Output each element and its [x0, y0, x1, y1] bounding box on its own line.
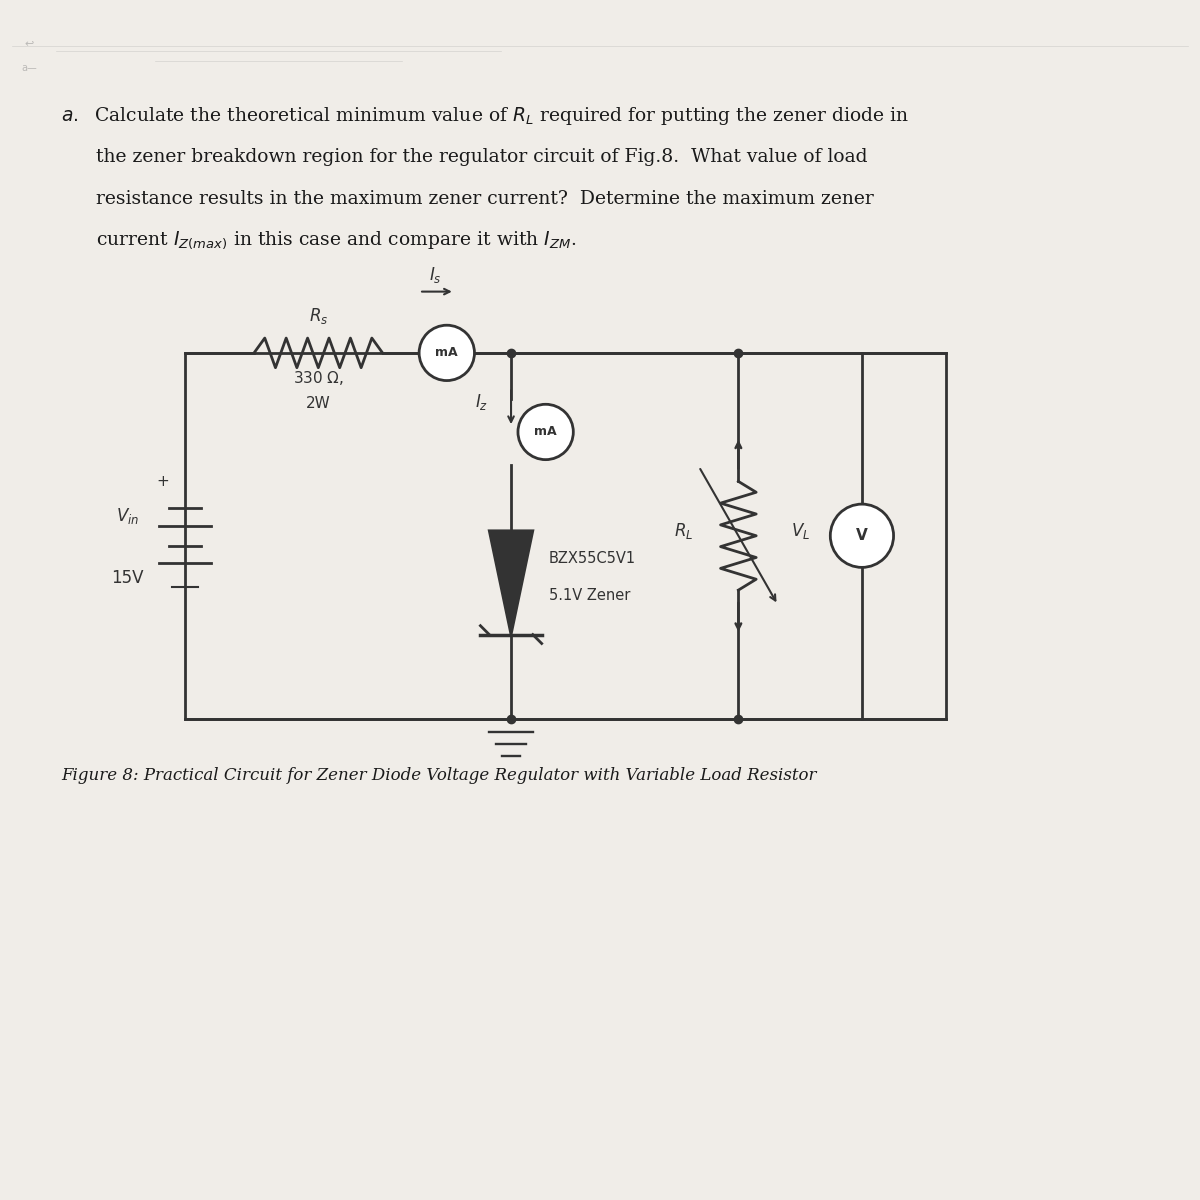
Text: mA: mA: [436, 347, 458, 359]
Text: $R_L$: $R_L$: [674, 521, 694, 541]
Text: +: +: [157, 474, 169, 488]
Text: $I_z$: $I_z$: [475, 392, 488, 413]
Text: $R_s$: $R_s$: [308, 306, 328, 326]
Circle shape: [419, 325, 474, 380]
Text: 2W: 2W: [306, 396, 331, 412]
Text: $V_L$: $V_L$: [791, 521, 810, 541]
Text: resistance results in the maximum zener current?  Determine the maximum zener: resistance results in the maximum zener …: [96, 190, 874, 208]
Text: 330 $\Omega$,: 330 $\Omega$,: [293, 368, 343, 386]
Text: Figure 8: Practical Circuit for Zener Diode Voltage Regulator with Variable Load: Figure 8: Practical Circuit for Zener Di…: [61, 767, 817, 784]
Text: $V_{in}$: $V_{in}$: [116, 506, 139, 526]
Text: $\mathit{a.}$  Calculate the theoretical minimum value of $R_L$ required for put: $\mathit{a.}$ Calculate the theoretical …: [61, 104, 910, 127]
Circle shape: [830, 504, 894, 568]
Polygon shape: [490, 530, 533, 635]
Circle shape: [518, 404, 574, 460]
Text: $I_s$: $I_s$: [428, 265, 442, 284]
Text: current $I_{Z(max)}$ in this case and compare it with $I_{ZM}$.: current $I_{Z(max)}$ in this case and co…: [96, 230, 576, 252]
Text: mA: mA: [534, 426, 557, 438]
Text: the zener breakdown region for the regulator circuit of Fig.8.  What value of lo: the zener breakdown region for the regul…: [96, 148, 868, 166]
Text: 15V: 15V: [112, 569, 144, 587]
Text: a—: a—: [22, 64, 37, 73]
Text: 5.1V Zener: 5.1V Zener: [548, 588, 630, 604]
Bar: [185, 353, 946, 719]
Text: $\hookleftarrow$: $\hookleftarrow$: [22, 38, 35, 48]
Text: V: V: [856, 528, 868, 544]
Text: BZX55C5V1: BZX55C5V1: [548, 551, 636, 566]
